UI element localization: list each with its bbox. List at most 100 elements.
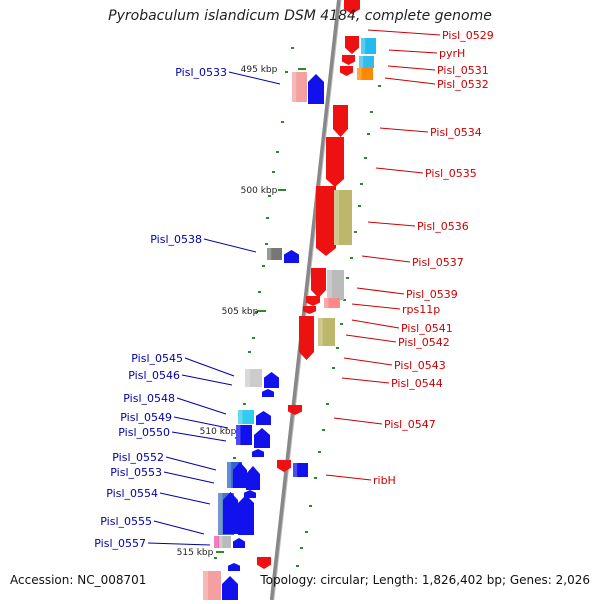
gene-label: Pisl_0531 <box>437 64 489 77</box>
gene-forward <box>222 576 238 600</box>
leader-line <box>384 77 436 85</box>
leader-line <box>165 456 217 471</box>
leader-line <box>325 474 372 481</box>
leader-line <box>184 357 235 377</box>
gene-forward <box>254 428 270 448</box>
kbp-tick-label: 495 kbp <box>241 65 278 75</box>
leader-line <box>228 71 281 85</box>
gene-reverse <box>277 460 291 472</box>
leader-line <box>159 492 211 505</box>
gene-reverse <box>327 270 344 300</box>
genes-layer <box>203 0 376 600</box>
leader-line <box>333 417 383 425</box>
gene-label: Pisl_0533 <box>175 66 227 79</box>
kbp-tick-label: 515 kbp <box>177 548 214 558</box>
gene-label: Pisl_0553 <box>110 466 162 479</box>
gene-label: Pisl_0550 <box>118 426 170 439</box>
leader-line <box>343 357 393 366</box>
map-title: Pyrobaculum islandicum DSM 4184, complet… <box>108 8 492 24</box>
leader-line <box>367 221 416 227</box>
leader-line <box>351 303 401 310</box>
gene-forward <box>245 369 262 387</box>
gene-label: Pisl_0552 <box>112 451 164 464</box>
leader-line <box>163 471 215 484</box>
leader-line <box>176 397 227 415</box>
kbp-tick-label: 505 kbp <box>222 307 259 317</box>
gene-reverse <box>303 306 316 314</box>
gene-label: Pisl_0557 <box>94 537 146 550</box>
gene-forward <box>236 425 252 445</box>
gene-forward <box>293 463 308 477</box>
gene-label: Pisl_0541 <box>401 322 453 335</box>
gene-forward <box>219 536 231 548</box>
leader-line <box>173 416 229 429</box>
gene-reverse <box>326 137 344 187</box>
leader-line <box>387 65 436 71</box>
gene-reverse <box>342 55 355 65</box>
leader-line <box>345 334 397 343</box>
gene-reverse <box>288 405 302 415</box>
gene-forward <box>267 248 282 260</box>
leader-line <box>388 49 438 54</box>
gene-reverse <box>257 557 271 569</box>
leader-line <box>356 287 405 295</box>
gene-reverse <box>344 0 360 14</box>
gene-reverse <box>299 316 314 360</box>
gene-reverse <box>333 105 348 137</box>
gene-forward <box>284 250 299 263</box>
leader-line <box>181 374 233 386</box>
gene-reverse <box>318 318 335 346</box>
gene-forward <box>256 411 271 425</box>
kbp-tick-label: 500 kbp <box>241 186 278 196</box>
gene-reverse <box>334 190 352 245</box>
gene-forward <box>308 74 324 104</box>
gene-label: Pisl_0534 <box>430 126 482 139</box>
gene-label: Pisl_0538 <box>150 233 202 246</box>
gene-rps11p <box>306 296 320 306</box>
gene-label: Pisl_0536 <box>417 220 469 233</box>
leader-line <box>203 238 257 253</box>
gene-label: Pisl_0535 <box>425 167 477 180</box>
gene-reverse <box>359 56 374 68</box>
gene-forward <box>262 389 274 397</box>
gene-forward <box>238 495 254 535</box>
kbp-tick-label: 510 kbp <box>200 427 237 437</box>
leader-line <box>351 319 400 329</box>
gene-reverse <box>357 68 373 80</box>
gene-forward <box>264 372 279 388</box>
gene-reverse <box>324 298 340 308</box>
gene-forward <box>223 492 238 534</box>
gene-reverse <box>203 571 221 600</box>
gene-pyrH <box>361 38 376 54</box>
leader-line <box>379 127 429 133</box>
labels-layer: Pisl_0533 Pisl_0538 Pisl_0545 Pisl_0546 Pisl… <box>94 29 493 550</box>
gene-forward <box>233 462 247 488</box>
gene-label: Pisl_0548 <box>123 392 175 405</box>
genome-backbone <box>269 0 341 601</box>
leader-line <box>375 167 424 174</box>
leader-lines <box>147 29 441 546</box>
gene-label: Pisl_0555 <box>100 515 152 528</box>
gene-label: Pisl_0529 <box>442 29 494 42</box>
gene-forward <box>238 410 254 424</box>
gene-reverse <box>316 186 336 256</box>
gene-forward <box>233 538 245 548</box>
gene-label: Pisl_0547 <box>384 418 436 431</box>
gene-label: Pisl_0539 <box>406 288 458 301</box>
leader-line <box>171 431 227 442</box>
gene-label: Pisl_0537 <box>412 256 464 269</box>
gene-label: Pisl_0545 <box>131 352 183 365</box>
gene-forward <box>228 563 240 571</box>
ticks-layer: 495 kbp 500 kbp 505 kbp 510 kbp 515 kbp <box>177 47 381 567</box>
gene-reverse <box>292 72 307 102</box>
gene-label: Pisl_0543 <box>394 359 446 372</box>
gene-reverse <box>311 268 326 298</box>
leader-line <box>361 255 411 263</box>
gene-label: pyrH <box>439 47 465 60</box>
gene-reverse <box>345 36 359 54</box>
gene-forward <box>252 449 264 457</box>
leader-line <box>147 542 211 546</box>
gene-label: Pisl_0549 <box>120 411 172 424</box>
